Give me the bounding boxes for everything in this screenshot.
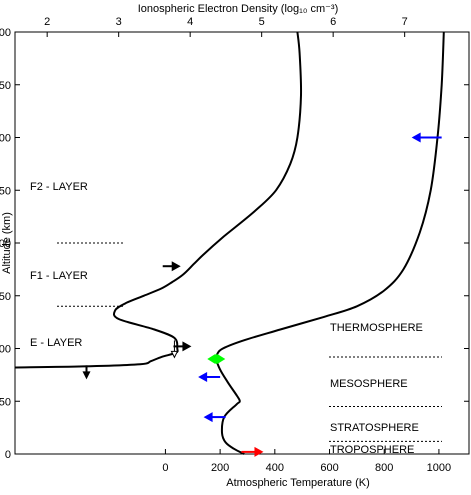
arrow-head — [182, 341, 192, 352]
y-axis-label: Altitude (km) — [1, 212, 13, 274]
arrow-head — [171, 261, 181, 272]
arrow-head — [254, 446, 264, 457]
top-tick-label: 4 — [187, 16, 193, 28]
top-tick-label: 3 — [116, 16, 122, 28]
top-axis-label: Ionospheric Electron Density (log₁₀ cm⁻³… — [138, 3, 339, 15]
y-tick-label: 300 — [0, 133, 11, 145]
f1-layer-label: F1 - LAYER — [30, 270, 88, 282]
top-tick-label: 2 — [44, 16, 50, 28]
top-axis-ticks: 2 3 4 5 6 7 — [44, 16, 408, 37]
arrow-head — [170, 350, 179, 359]
plot-frame — [14, 31, 470, 455]
y-tick-label: 50 — [0, 396, 11, 408]
arrow-head — [203, 412, 213, 423]
y-tick-label: 350 — [0, 80, 11, 92]
bottom-axis-ticks: 0 200 400 600 800 1000 — [162, 449, 451, 474]
e-layer-label: E - LAYER — [30, 337, 82, 349]
bottom-tick-label: 800 — [375, 462, 393, 474]
electron-density-curve — [14, 31, 303, 369]
arrow-head — [217, 354, 226, 365]
thermosphere-label: THERMOSPHERE — [330, 322, 423, 334]
y-tick-label: 200 — [0, 238, 11, 250]
top-tick-label: 5 — [259, 16, 265, 28]
mesosphere-label: MESOSPHERE — [330, 378, 408, 390]
bottom-tick-label: 0 — [162, 462, 168, 474]
y-tick-label: 150 — [0, 291, 11, 303]
y-tick-label: 100 — [0, 344, 11, 356]
f2-layer-label: F2 - LAYER — [30, 181, 88, 193]
y-axis-ticks: 0 50 100 150 200 250 300 350 400 — [0, 27, 469, 461]
bottom-tick-label: 400 — [266, 462, 284, 474]
arrow-head — [198, 371, 208, 382]
bottom-tick-label: 200 — [211, 462, 229, 474]
temperature-curve — [215, 31, 445, 455]
arrow-head — [82, 371, 91, 380]
top-tick-label: 6 — [330, 16, 336, 28]
y-tick-label: 250 — [0, 185, 11, 197]
top-tick-label: 7 — [402, 16, 408, 28]
bottom-tick-label: 1000 — [427, 462, 451, 474]
y-tick-label: 400 — [0, 27, 11, 39]
arrow-head — [411, 132, 421, 143]
bottom-tick-label: 600 — [320, 462, 338, 474]
stratosphere-label: STRATOSPHERE — [330, 422, 419, 434]
arrow-head — [207, 354, 216, 365]
y-tick-label: 0 — [5, 449, 11, 461]
troposphere-label: TROPOSPHERE — [330, 444, 414, 456]
profile-curves — [14, 31, 445, 455]
layer-guide-lines — [57, 242, 442, 442]
indicator-arrows — [82, 132, 442, 457]
bottom-axis-label: Atmospheric Temperature (K) — [226, 477, 369, 489]
